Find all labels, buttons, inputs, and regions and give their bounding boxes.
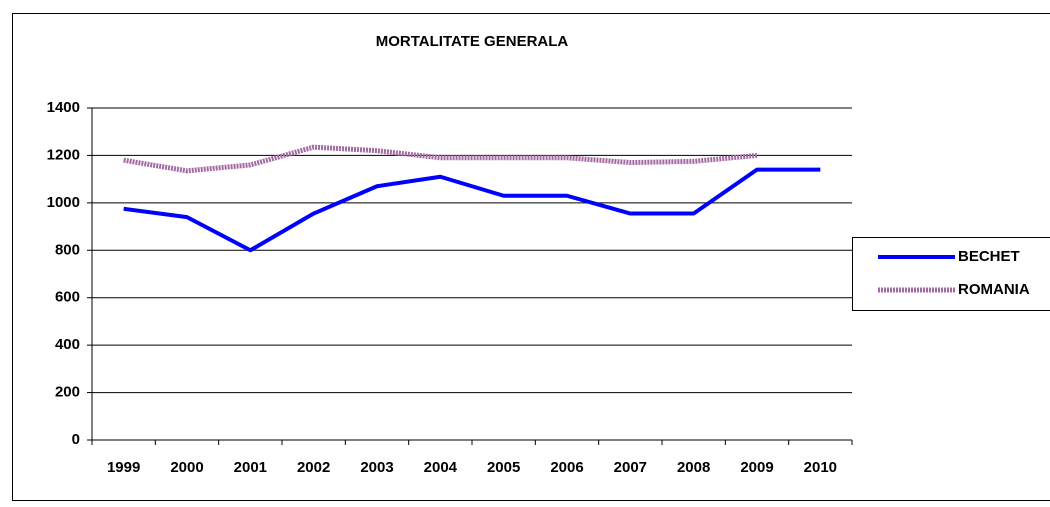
y-tick-label: 800: [55, 241, 80, 258]
y-tick-label: 200: [55, 384, 80, 401]
x-tick-label: 2009: [740, 459, 773, 476]
x-tick-label: 2000: [170, 459, 203, 476]
x-tick-label: 2001: [234, 459, 267, 476]
legend-label: BECHET: [958, 248, 1020, 265]
legend-label: ROMANIA: [958, 281, 1030, 298]
y-tick-label: 600: [55, 289, 80, 306]
x-tick-label: 2003: [360, 459, 393, 476]
x-tick-label: 2002: [297, 459, 330, 476]
y-tick-label: 1000: [47, 194, 80, 211]
legend-box: [853, 238, 1050, 311]
x-tick-label: 2008: [677, 459, 710, 476]
x-tick-label: 2010: [804, 459, 837, 476]
y-tick-label: 1400: [47, 99, 80, 116]
y-tick-label: 400: [55, 336, 80, 353]
x-tick-label: 2004: [424, 459, 458, 476]
x-tick-label: 2007: [614, 459, 647, 476]
x-tick-label: 2005: [487, 459, 520, 476]
x-tick-label: 2006: [550, 459, 583, 476]
y-tick-label: 0: [72, 431, 80, 448]
y-tick-label: 1200: [47, 146, 80, 163]
x-tick-label: 1999: [107, 459, 140, 476]
chart-title: MORTALITATE GENERALA: [376, 33, 569, 50]
